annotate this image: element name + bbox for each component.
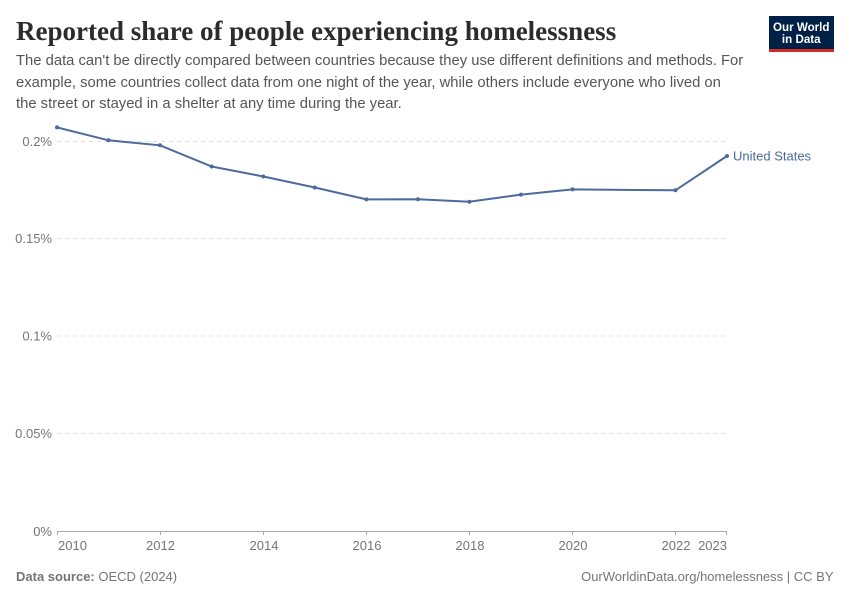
- svg-text:0%: 0%: [33, 524, 52, 539]
- svg-text:0.2%: 0.2%: [22, 134, 52, 149]
- svg-text:0.1%: 0.1%: [22, 329, 52, 344]
- svg-text:2016: 2016: [353, 538, 382, 553]
- svg-text:2018: 2018: [456, 538, 485, 553]
- svg-text:2023: 2023: [698, 538, 727, 553]
- svg-text:0.05%: 0.05%: [15, 426, 52, 441]
- svg-text:United States: United States: [733, 149, 812, 164]
- svg-text:2020: 2020: [559, 538, 588, 553]
- svg-text:2012: 2012: [146, 538, 175, 553]
- svg-text:2010: 2010: [58, 538, 87, 553]
- svg-text:2022: 2022: [662, 538, 691, 553]
- svg-text:2014: 2014: [250, 538, 279, 553]
- svg-text:0.15%: 0.15%: [15, 231, 52, 246]
